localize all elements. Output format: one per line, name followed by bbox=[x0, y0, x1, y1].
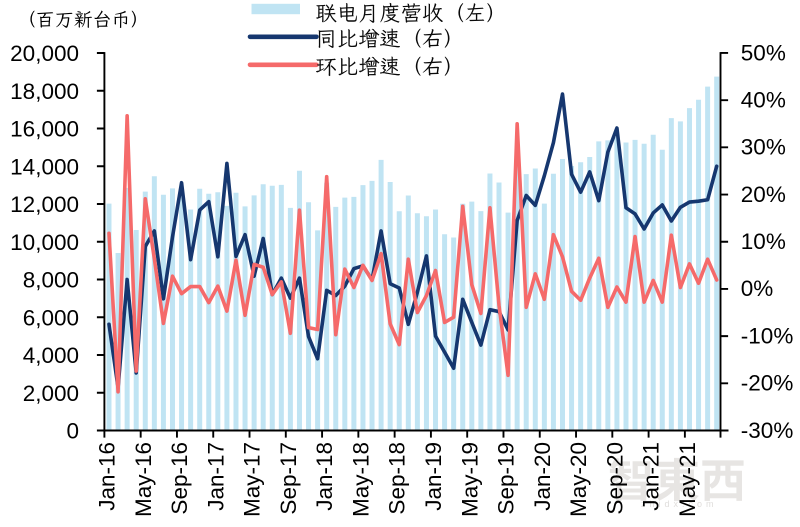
svg-text:May-20: May-20 bbox=[566, 442, 591, 517]
svg-text:May-16: May-16 bbox=[131, 442, 156, 517]
svg-text:Jan-19: Jan-19 bbox=[421, 442, 446, 511]
svg-text:0: 0 bbox=[66, 419, 79, 444]
svg-text:40%: 40% bbox=[741, 87, 786, 112]
svg-text:20,000: 20,000 bbox=[10, 41, 79, 66]
svg-text:30%: 30% bbox=[741, 135, 786, 160]
svg-text:Sep-18: Sep-18 bbox=[385, 442, 410, 515]
svg-text:May-21: May-21 bbox=[675, 442, 700, 517]
svg-text:Jan-16: Jan-16 bbox=[95, 442, 120, 511]
svg-text:May-18: May-18 bbox=[348, 442, 373, 517]
svg-text:Sep-20: Sep-20 bbox=[602, 442, 627, 515]
svg-text:2,000: 2,000 bbox=[23, 381, 79, 406]
svg-text:6,000: 6,000 bbox=[23, 305, 79, 330]
svg-text:50%: 50% bbox=[741, 40, 786, 65]
svg-text:-10%: -10% bbox=[741, 323, 794, 348]
svg-text:Jan-18: Jan-18 bbox=[312, 442, 337, 511]
svg-text:May-17: May-17 bbox=[240, 442, 265, 517]
svg-text:8,000: 8,000 bbox=[23, 268, 79, 293]
svg-text:Jan-17: Jan-17 bbox=[203, 442, 228, 511]
svg-text:Jan-20: Jan-20 bbox=[530, 442, 555, 511]
svg-text:10,000: 10,000 bbox=[10, 230, 79, 255]
svg-text:Sep-16: Sep-16 bbox=[167, 442, 192, 515]
svg-text:-30%: -30% bbox=[741, 418, 794, 443]
svg-text:-20%: -20% bbox=[741, 371, 794, 396]
svg-text:May-19: May-19 bbox=[457, 442, 482, 517]
svg-text:18,000: 18,000 bbox=[10, 79, 79, 104]
svg-text:20%: 20% bbox=[741, 182, 786, 207]
svg-text:12,000: 12,000 bbox=[10, 192, 79, 217]
svg-text:zhidx.com: zhidx.com bbox=[641, 499, 718, 509]
svg-text:4,000: 4,000 bbox=[23, 343, 79, 368]
svg-text:10%: 10% bbox=[741, 229, 786, 254]
svg-text:Sep-19: Sep-19 bbox=[494, 442, 519, 515]
svg-text:14,000: 14,000 bbox=[10, 154, 79, 179]
svg-text:Sep-17: Sep-17 bbox=[276, 442, 301, 515]
svg-text:16,000: 16,000 bbox=[10, 117, 79, 142]
svg-text:Jan-21: Jan-21 bbox=[639, 442, 664, 511]
svg-text:0%: 0% bbox=[741, 276, 774, 301]
